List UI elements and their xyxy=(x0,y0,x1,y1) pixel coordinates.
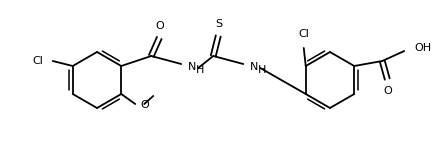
Text: Cl: Cl xyxy=(298,29,309,39)
Text: O: O xyxy=(140,100,149,110)
Text: N: N xyxy=(250,62,258,72)
Text: O: O xyxy=(156,21,164,31)
Text: S: S xyxy=(215,19,223,29)
Text: O: O xyxy=(384,86,392,96)
Text: H: H xyxy=(258,65,267,75)
Text: N: N xyxy=(188,62,197,72)
Text: H: H xyxy=(196,65,205,75)
Text: Cl: Cl xyxy=(32,56,43,66)
Text: OH: OH xyxy=(414,43,431,53)
